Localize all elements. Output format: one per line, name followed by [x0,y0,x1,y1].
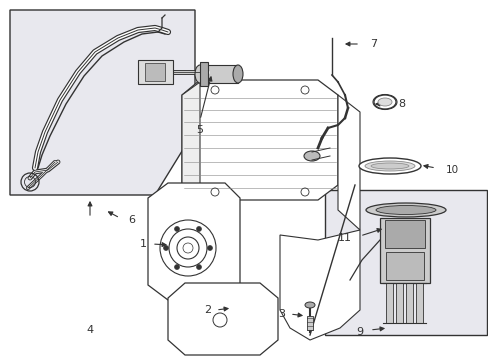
Bar [385,252,423,280]
Text: 9: 9 [356,327,363,337]
Circle shape [196,265,201,270]
Circle shape [196,226,201,231]
Circle shape [174,265,179,270]
Circle shape [163,246,168,251]
Bar [385,283,392,323]
Bar [200,62,207,86]
Polygon shape [182,80,337,200]
Bar [306,316,312,330]
Ellipse shape [377,98,391,106]
Text: 1: 1 [139,239,146,249]
Bar [325,190,486,335]
Text: 2: 2 [204,305,211,315]
Text: 6: 6 [128,215,135,225]
Ellipse shape [358,158,420,174]
Ellipse shape [304,151,319,161]
Polygon shape [280,230,359,340]
Ellipse shape [305,302,314,308]
Bar [384,220,424,248]
Text: 3: 3 [278,309,285,319]
Text: 5: 5 [196,125,203,135]
Text: 11: 11 [337,233,351,243]
Text: 4: 4 [86,325,93,335]
Bar [405,283,412,323]
Bar [200,65,238,83]
Bar [145,63,164,81]
Bar [395,283,402,323]
Ellipse shape [375,206,435,215]
Bar [379,218,429,283]
Text: 8: 8 [397,99,404,109]
Ellipse shape [232,65,243,83]
Polygon shape [182,82,200,200]
Bar [415,283,422,323]
Polygon shape [148,183,240,300]
Text: 10: 10 [445,165,458,175]
Circle shape [174,226,179,231]
Ellipse shape [365,203,445,217]
Bar [138,60,173,84]
Circle shape [207,246,212,251]
Polygon shape [168,283,278,355]
Ellipse shape [370,163,408,169]
Text: 7: 7 [369,39,376,49]
Ellipse shape [364,161,414,171]
Polygon shape [337,95,359,230]
Ellipse shape [195,65,204,83]
Polygon shape [10,10,195,195]
